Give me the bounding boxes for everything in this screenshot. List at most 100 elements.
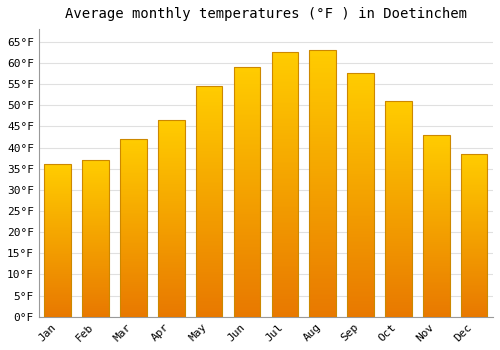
Bar <box>461 246 487 247</box>
Bar <box>158 233 184 234</box>
Bar <box>423 196 450 197</box>
Bar <box>310 150 336 152</box>
Bar <box>461 303 487 304</box>
Bar <box>158 137 184 138</box>
Bar <box>310 121 336 123</box>
Bar <box>461 176 487 177</box>
Bar <box>423 250 450 251</box>
Bar <box>234 135 260 137</box>
Bar <box>44 228 71 229</box>
Bar <box>423 221 450 222</box>
Bar <box>158 169 184 170</box>
Bar <box>82 248 109 249</box>
Bar <box>196 232 222 234</box>
Bar <box>272 60 298 61</box>
Bar <box>120 288 146 289</box>
Bar <box>82 167 109 168</box>
Bar <box>272 177 298 179</box>
Bar <box>423 176 450 177</box>
Bar <box>120 176 146 177</box>
Bar <box>423 267 450 268</box>
Bar <box>82 203 109 204</box>
Bar <box>348 221 374 223</box>
Bar <box>82 191 109 193</box>
Bar <box>158 264 184 266</box>
Bar <box>310 61 336 63</box>
Bar <box>158 178 184 179</box>
Bar <box>423 144 450 145</box>
Bar <box>44 208 71 209</box>
Bar <box>385 170 411 172</box>
Bar <box>120 201 146 202</box>
Bar <box>385 301 411 302</box>
Bar <box>272 63 298 65</box>
Bar <box>348 156 374 158</box>
Bar <box>385 133 411 134</box>
Bar <box>120 291 146 292</box>
Bar <box>385 125 411 127</box>
Bar <box>310 205 336 206</box>
Bar <box>272 93 298 94</box>
Bar <box>385 305 411 307</box>
Bar <box>234 92 260 94</box>
Bar <box>120 194 146 195</box>
Bar <box>234 288 260 290</box>
Bar <box>423 146 450 147</box>
Bar <box>234 235 260 237</box>
Bar <box>461 233 487 234</box>
Bar <box>120 310 146 311</box>
Bar <box>120 170 146 171</box>
Bar <box>461 240 487 241</box>
Bar <box>158 315 184 317</box>
Bar <box>44 249 71 250</box>
Bar <box>44 288 71 289</box>
Bar <box>82 225 109 226</box>
Bar <box>423 168 450 169</box>
Bar <box>348 166 374 168</box>
Bar <box>234 109 260 110</box>
Bar <box>196 198 222 200</box>
Bar <box>461 267 487 268</box>
Bar <box>196 257 222 258</box>
Bar <box>461 305 487 306</box>
Bar <box>44 248 71 249</box>
Bar <box>120 169 146 170</box>
Bar <box>158 218 184 220</box>
Bar <box>82 172 109 173</box>
Bar <box>196 261 222 263</box>
Bar <box>461 168 487 169</box>
Bar <box>385 151 411 153</box>
Bar <box>158 150 184 152</box>
Bar <box>385 294 411 295</box>
Bar <box>234 96 260 97</box>
Bar <box>120 152 146 153</box>
Bar <box>348 299 374 301</box>
Bar <box>385 105 411 107</box>
Bar <box>310 57 336 59</box>
Bar <box>82 316 109 317</box>
Bar <box>461 161 487 163</box>
Bar <box>44 175 71 176</box>
Bar <box>234 157 260 159</box>
Bar <box>461 184 487 186</box>
Bar <box>272 236 298 237</box>
Bar <box>158 283 184 284</box>
Bar <box>310 221 336 223</box>
Bar <box>348 111 374 112</box>
Bar <box>310 226 336 228</box>
Bar <box>272 276 298 278</box>
Bar <box>158 239 184 241</box>
Bar <box>385 295 411 297</box>
Bar <box>272 310 298 312</box>
Bar <box>385 163 411 164</box>
Bar <box>348 190 374 192</box>
Bar <box>461 171 487 172</box>
Bar <box>196 89 222 91</box>
Bar <box>234 125 260 127</box>
Bar <box>423 137 450 139</box>
Bar <box>158 225 184 226</box>
Bar <box>158 217 184 218</box>
Bar <box>348 186 374 187</box>
Bar <box>120 164 146 165</box>
Bar <box>82 286 109 287</box>
